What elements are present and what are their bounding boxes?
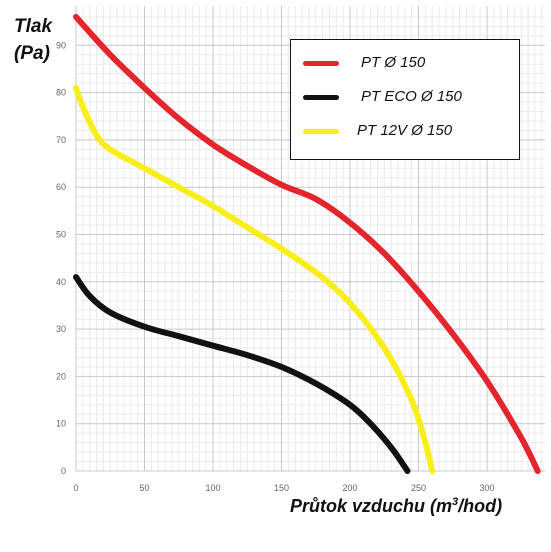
legend: PT Ø 150 PT ECO Ø 150 PT 12V Ø 150 bbox=[290, 39, 520, 160]
legend-swatch-pt-12v bbox=[303, 129, 339, 134]
series-line-pt-eco bbox=[73, 274, 411, 474]
series-line-pt-12v bbox=[73, 84, 436, 474]
x-tick-label: 100 bbox=[205, 483, 220, 493]
legend-item-pt-eco: PT ECO Ø 150 bbox=[291, 82, 519, 112]
x-tick-label: 200 bbox=[342, 483, 357, 493]
x-axis-label-main: Průtok vzduchu (m bbox=[290, 496, 453, 516]
y-tick-label: 10 bbox=[56, 419, 66, 429]
legend-label-pt: PT Ø 150 bbox=[361, 54, 426, 71]
x-tick-label: 150 bbox=[274, 483, 289, 493]
x-axis-label-superscript: 3 bbox=[452, 496, 459, 508]
axis-ticks: 0 50 100 150 200 250 300 0 10 20 30 40 50 60 70 80 90 bbox=[56, 40, 495, 493]
legend-label-pt-12v: PT 12V Ø 150 bbox=[357, 122, 453, 139]
minor-grid bbox=[76, 6, 545, 471]
legend-swatch-pt-eco bbox=[303, 95, 339, 100]
y-tick-label: 60 bbox=[56, 182, 66, 192]
y-axis-label-line2: (Pa) bbox=[14, 43, 50, 64]
y-tick-label: 30 bbox=[56, 324, 66, 334]
y-tick-label: 40 bbox=[56, 277, 66, 287]
y-axis-label-line1: Tlak bbox=[14, 16, 53, 37]
y-tick-label: 80 bbox=[56, 88, 66, 98]
x-tick-label: 300 bbox=[479, 483, 494, 493]
legend-swatch-pt bbox=[303, 61, 339, 66]
x-axis-label-end: /hod) bbox=[458, 496, 503, 516]
legend-item-pt-12v: PT 12V Ø 150 bbox=[291, 116, 519, 146]
y-tick-label: 20 bbox=[56, 371, 66, 381]
x-axis-label: Průtok vzduchu (m3/hod) bbox=[290, 496, 502, 517]
y-tick-label: 50 bbox=[56, 230, 66, 240]
y-tick-label: 90 bbox=[56, 40, 66, 50]
series-line-pt bbox=[73, 13, 541, 474]
series-lines bbox=[73, 13, 541, 474]
major-grid bbox=[75, 6, 545, 472]
legend-label-pt-eco: PT ECO Ø 150 bbox=[361, 88, 462, 105]
y-tick-label: 0 bbox=[61, 466, 66, 476]
y-tick-label: 70 bbox=[56, 135, 66, 145]
x-tick-label: 50 bbox=[139, 483, 149, 493]
x-tick-label: 0 bbox=[73, 483, 78, 493]
x-tick-label: 250 bbox=[411, 483, 426, 493]
legend-item-pt: PT Ø 150 bbox=[291, 48, 519, 78]
